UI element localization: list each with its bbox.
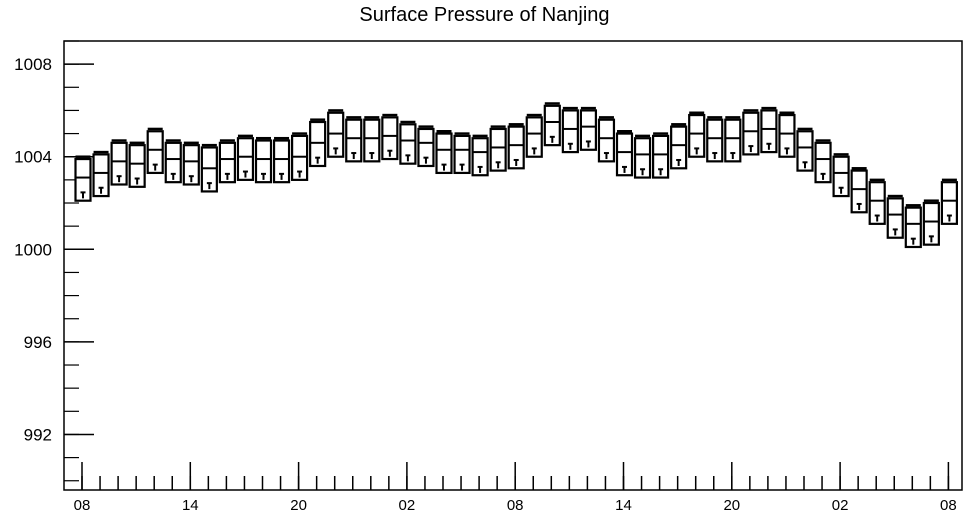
y-tick-label: 992	[24, 425, 52, 444]
y-tick-label: 996	[24, 333, 52, 352]
x-tick-label: 08	[74, 497, 91, 514]
box-body	[381, 116, 399, 161]
box-body	[940, 181, 959, 225]
box-body	[417, 127, 435, 168]
box-body	[254, 139, 273, 184]
x-tick-label: 02	[832, 497, 849, 514]
box-body	[291, 134, 309, 181]
box-body	[236, 137, 255, 181]
box-body	[309, 120, 327, 168]
box-body	[471, 137, 489, 177]
box-body	[579, 109, 598, 151]
box-body	[272, 139, 291, 184]
box-body	[489, 127, 507, 172]
box-body	[525, 116, 543, 158]
box-body	[74, 157, 92, 202]
box-body	[218, 141, 236, 184]
box-body	[164, 141, 182, 184]
box-body	[507, 125, 525, 170]
x-tick-label: 08	[507, 497, 524, 514]
x-tick-label: 14	[182, 497, 199, 514]
box-body	[832, 155, 850, 198]
box-body	[724, 118, 742, 163]
box-body	[453, 134, 471, 175]
box-body	[543, 104, 561, 147]
x-tick-label: 02	[399, 497, 416, 514]
box-body	[886, 197, 904, 239]
box-body	[146, 130, 164, 175]
plot-frame	[63, 40, 963, 491]
box-body	[345, 118, 363, 163]
box-body	[633, 137, 652, 179]
box-body	[706, 118, 724, 163]
box-body	[651, 134, 670, 179]
box-body	[742, 111, 760, 156]
box-body	[922, 201, 940, 246]
box-body	[128, 144, 146, 188]
box-body	[868, 181, 886, 225]
y-tick-label: 1000	[14, 240, 52, 259]
box-body	[110, 141, 128, 186]
box-body	[363, 118, 381, 163]
box-body	[92, 153, 110, 198]
y-tick-label: 1008	[14, 55, 52, 74]
box-body	[904, 206, 922, 249]
box-body	[561, 109, 579, 154]
box-body	[327, 111, 345, 158]
box-body	[796, 130, 814, 172]
box-body	[778, 113, 796, 158]
box-body	[597, 118, 616, 163]
x-tick-label: 20	[290, 497, 307, 514]
box-body	[182, 144, 200, 186]
box-body	[760, 109, 778, 154]
box-body	[670, 125, 688, 170]
box-body	[435, 132, 453, 175]
box-body	[615, 132, 634, 177]
box-body	[850, 169, 868, 214]
box-body	[200, 146, 218, 193]
chart-title: Surface Pressure of Nanjing	[359, 4, 610, 26]
x-tick-label: 14	[615, 497, 632, 514]
y-tick-label: 1004	[14, 148, 52, 167]
x-tick-label: 20	[723, 497, 740, 514]
box-body	[399, 123, 417, 165]
x-tick-label: 08	[940, 497, 957, 514]
box-body	[688, 113, 706, 158]
box-body	[814, 141, 832, 184]
